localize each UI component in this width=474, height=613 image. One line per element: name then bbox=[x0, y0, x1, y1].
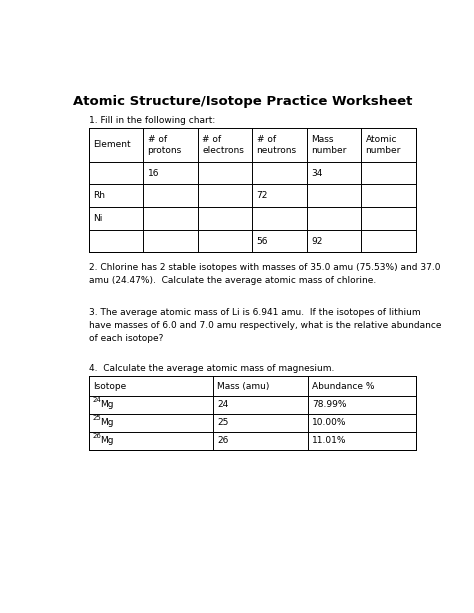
Text: Abundance %: Abundance % bbox=[312, 381, 374, 390]
Bar bbox=[89, 128, 416, 253]
Text: 16: 16 bbox=[147, 169, 159, 178]
Text: Isotope: Isotope bbox=[93, 381, 126, 390]
Text: # of
electrons: # of electrons bbox=[202, 135, 244, 154]
Text: 4.  Calculate the average atomic mass of magnesium.: 4. Calculate the average atomic mass of … bbox=[89, 364, 334, 373]
Text: 26: 26 bbox=[92, 433, 101, 439]
Text: 3. The average atomic mass of Li is 6.941 amu.  If the isotopes of lithium
have : 3. The average atomic mass of Li is 6.94… bbox=[89, 308, 441, 343]
Text: Rh: Rh bbox=[93, 191, 105, 200]
Text: Mass (amu): Mass (amu) bbox=[217, 381, 270, 390]
Text: 1. Fill in the following chart:: 1. Fill in the following chart: bbox=[89, 116, 215, 125]
Text: Mass
number: Mass number bbox=[311, 135, 346, 154]
Text: 72: 72 bbox=[256, 191, 268, 200]
Text: 25: 25 bbox=[92, 415, 101, 421]
Text: Atomic Structure/Isotope Practice Worksheet: Atomic Structure/Isotope Practice Worksh… bbox=[73, 95, 412, 108]
Text: Ni: Ni bbox=[93, 214, 102, 223]
Text: Element: Element bbox=[93, 140, 131, 150]
Text: 25: 25 bbox=[217, 418, 228, 427]
Text: Mg: Mg bbox=[100, 418, 114, 427]
Text: 26: 26 bbox=[217, 436, 228, 445]
Text: # of
protons: # of protons bbox=[147, 135, 182, 154]
Text: Mg: Mg bbox=[100, 400, 114, 409]
Text: 11.01%: 11.01% bbox=[312, 436, 346, 445]
Text: 10.00%: 10.00% bbox=[312, 418, 346, 427]
Text: 56: 56 bbox=[256, 237, 268, 246]
Text: 24: 24 bbox=[92, 397, 101, 403]
Text: 2. Chlorine has 2 stable isotopes with masses of 35.0 amu (75.53%) and 37.0
amu : 2. Chlorine has 2 stable isotopes with m… bbox=[89, 263, 440, 285]
Text: Mg: Mg bbox=[100, 436, 114, 445]
Bar bbox=[89, 376, 416, 450]
Text: # of
neutrons: # of neutrons bbox=[256, 135, 297, 154]
Text: 78.99%: 78.99% bbox=[312, 400, 346, 409]
Text: Atomic
number: Atomic number bbox=[365, 135, 401, 154]
Text: 24: 24 bbox=[217, 400, 228, 409]
Text: 34: 34 bbox=[311, 169, 322, 178]
Text: 92: 92 bbox=[311, 237, 322, 246]
